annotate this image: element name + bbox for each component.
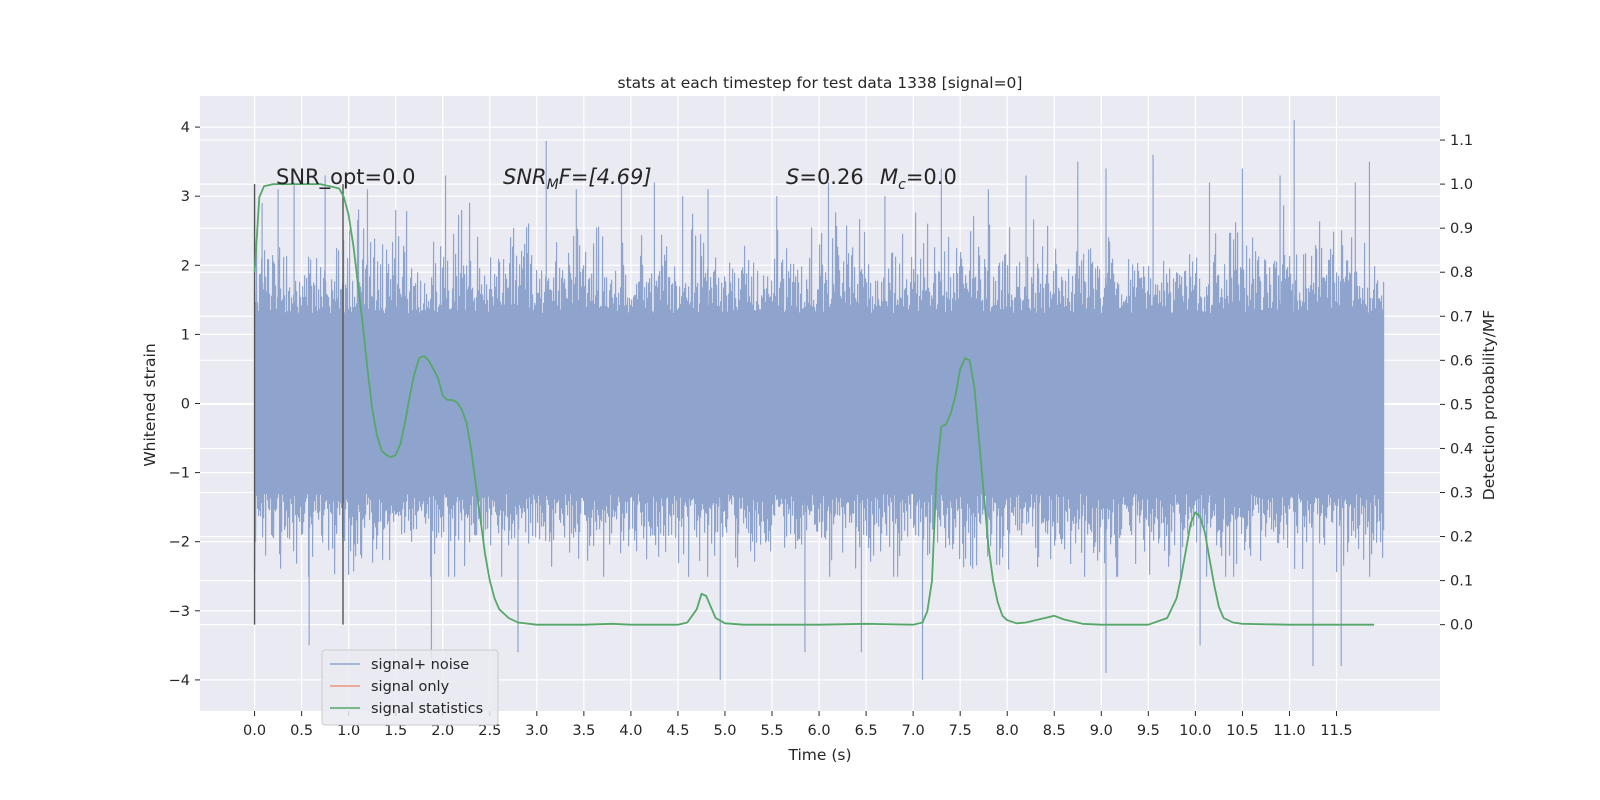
x-tick-label: 6.5: [855, 723, 878, 739]
legend: signal+ noise signal only signal statist…: [321, 649, 499, 726]
y-tick-label: −2: [169, 535, 190, 551]
x-tick-label: 2.5: [478, 723, 501, 739]
legend-label-signal-statistics: signal statistics: [371, 701, 483, 717]
legend-label-signal-only: signal only: [371, 679, 450, 695]
y2-axis-label: Detection probability/MF: [1480, 310, 1498, 501]
x-tick-label: 5.5: [760, 723, 783, 739]
x-tick-label: 5.0: [713, 723, 736, 739]
y-tick-label: 4: [181, 120, 190, 136]
x-tick-label: 4.5: [666, 723, 689, 739]
y2-tick-label: 1.1: [1450, 133, 1473, 149]
x-tick-label: 0.0: [243, 723, 266, 739]
annotation-snr-mf-symbol: SNR: [503, 165, 547, 189]
x-tick-label: 7.5: [949, 723, 972, 739]
y2-tick-label: 0.2: [1450, 530, 1473, 546]
series-signal-noise: [254, 120, 1385, 680]
annotation-snr-opt: SNR_opt=0.0: [276, 165, 416, 190]
x-axis-ticks: 0.0 0.5 1.0 1.5 2.0 2.5 3.0 3.5 4.0 4.5 5.0 5.5 6.0 6…: [243, 711, 1353, 739]
y-tick-label: 1: [181, 327, 190, 343]
x-tick-label: 9.0: [1090, 723, 1113, 739]
chart-title: stats at each timestep for test data 133…: [618, 74, 1023, 92]
series-signal-statistics: [253, 183, 1375, 626]
y-tick-label: −1: [169, 466, 190, 482]
signal-statistics-line: [253, 183, 1375, 626]
x-tick-label: 2.0: [431, 723, 454, 739]
annotation-mc-value: =0.0: [906, 165, 957, 189]
x-tick-label: 8.0: [996, 723, 1019, 739]
y2-tick-label: 0.7: [1450, 309, 1473, 325]
y2-tick-label: 0.4: [1450, 441, 1473, 457]
y-tick-label: 2: [181, 258, 190, 274]
x-tick-label: 1.0: [337, 723, 360, 739]
x-tick-label: 0.5: [290, 723, 313, 739]
x-axis-label: Time (s): [787, 746, 851, 764]
y-tick-label: −4: [169, 673, 190, 689]
annotation-s-value: =0.26: [799, 165, 863, 189]
annotation-snr-mf-value: F=[4.69]: [559, 165, 652, 189]
annotation-snr-mf: SNRMF=[4.69]: [503, 165, 652, 193]
x-tick-label: 1.5: [384, 723, 407, 739]
y-tick-label: −3: [169, 604, 190, 620]
window-markers: [253, 184, 344, 625]
y2-axis-ticks: 1.1 1.0 0.9 0.8 0.7 0.6 0.5 0.4 0.3 0.2 0.1 0.0: [1440, 133, 1473, 634]
y2-tick-label: 0.0: [1450, 618, 1473, 634]
legend-box: [321, 649, 499, 726]
legend-label-signal-noise: signal+ noise: [371, 657, 469, 673]
y2-tick-label: 0.6: [1450, 353, 1473, 369]
x-tick-label: 9.5: [1137, 723, 1160, 739]
x-tick-label: 4.0: [619, 723, 642, 739]
x-tick-label: 10.5: [1226, 723, 1258, 739]
y-tick-label: 0: [181, 397, 190, 413]
y2-tick-label: 0.5: [1450, 397, 1473, 413]
y2-tick-label: 0.8: [1450, 265, 1473, 281]
x-tick-label: 11.0: [1273, 723, 1305, 739]
annotation-s-symbol: S: [786, 165, 799, 189]
x-tick-label: 8.5: [1043, 723, 1066, 739]
x-tick-label: 6.0: [808, 723, 831, 739]
y2-tick-label: 0.3: [1450, 485, 1473, 501]
y-axis-ticks: 4 3 2 1 0 −1 −2 −3 −4: [169, 120, 200, 689]
y-axis-label: Whitened strain: [141, 343, 159, 466]
x-tick-label: 11.5: [1320, 723, 1352, 739]
annotation-mc-symbol: M: [880, 165, 898, 189]
x-tick-label: 3.5: [572, 723, 595, 739]
annotation-mc-subscript: c: [898, 177, 906, 193]
x-tick-label: 10.0: [1179, 723, 1211, 739]
y-tick-label: 3: [181, 189, 190, 205]
x-tick-label: 3.0: [525, 723, 548, 739]
y2-tick-label: 0.9: [1450, 221, 1473, 237]
annotation-s: S=0.26: [786, 165, 864, 189]
annotation-snr-mf-subscript: M: [547, 177, 559, 193]
y2-tick-label: 1.0: [1450, 177, 1473, 193]
x-tick-label: 7.0: [902, 723, 925, 739]
y2-tick-label: 0.1: [1450, 574, 1473, 590]
annotation-mc: Mc=0.0: [880, 165, 957, 193]
